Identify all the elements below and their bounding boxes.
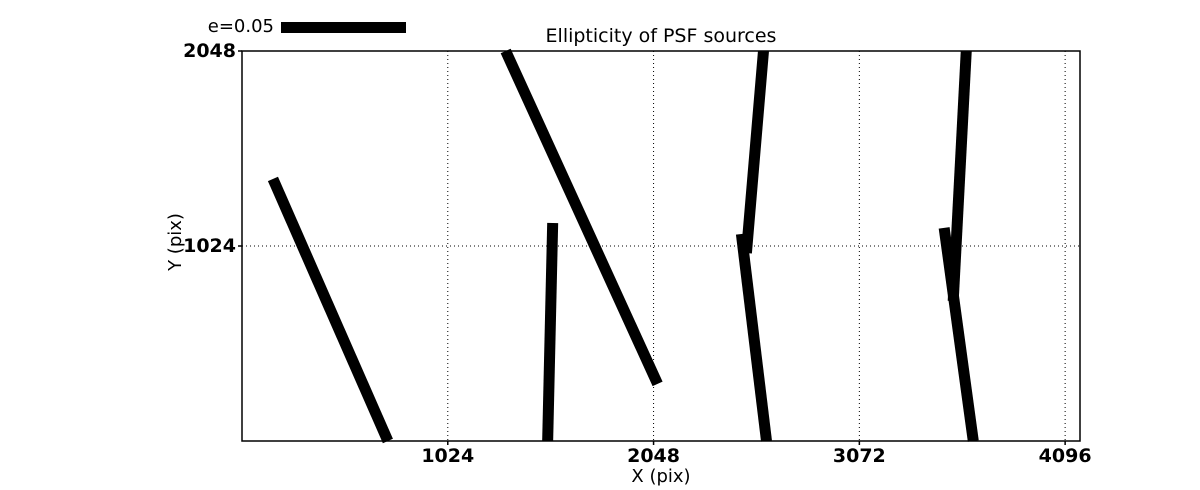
ellipticity-stick (500, 48, 663, 387)
y-axis-label: Y (pix) (165, 213, 186, 271)
legend-label: e=0.05 (207, 16, 274, 37)
ellipticity-stick (267, 176, 393, 444)
y-tick-label: 2048 (183, 40, 236, 62)
x-tick-label: 1024 (421, 445, 474, 467)
ellipticity-stick (947, 50, 972, 302)
x-tick-label: 3072 (833, 445, 886, 467)
legend-scale-bar (281, 22, 406, 33)
x-tick-label: 4096 (1039, 445, 1092, 467)
ellipticity-stick (542, 222, 559, 442)
chart-title: Ellipticity of PSF sources (545, 25, 777, 47)
ellipticity-stick (735, 233, 772, 442)
y-tick-label: 1024 (183, 235, 236, 257)
x-tick-label: 2048 (627, 445, 680, 467)
ellipticity-stick (740, 50, 769, 254)
x-axis-label: X (pix) (631, 466, 691, 487)
ellipticity-stick (938, 227, 979, 442)
